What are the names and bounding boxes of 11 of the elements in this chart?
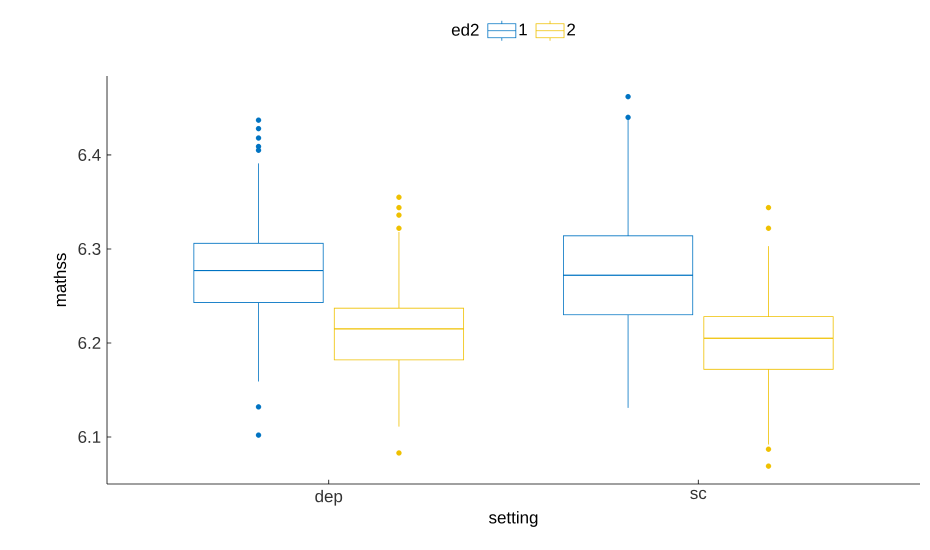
y-axis-title: mathss (54, 253, 66, 306)
x-tick-label: sc (690, 490, 706, 500)
y-tick-label: 6.1 (78, 430, 100, 443)
x-tick-label: dep (315, 490, 342, 506)
legend-label: 1 (520, 24, 527, 36)
x-axis-title: setting (489, 511, 538, 527)
y-tick-label: 6.4 (78, 148, 101, 161)
legend-title: ed2 (452, 23, 479, 36)
y-tick-label: 6.2 (78, 336, 100, 349)
legend-label: 2 (567, 24, 575, 36)
y-tick-label: 6.3 (78, 242, 100, 255)
